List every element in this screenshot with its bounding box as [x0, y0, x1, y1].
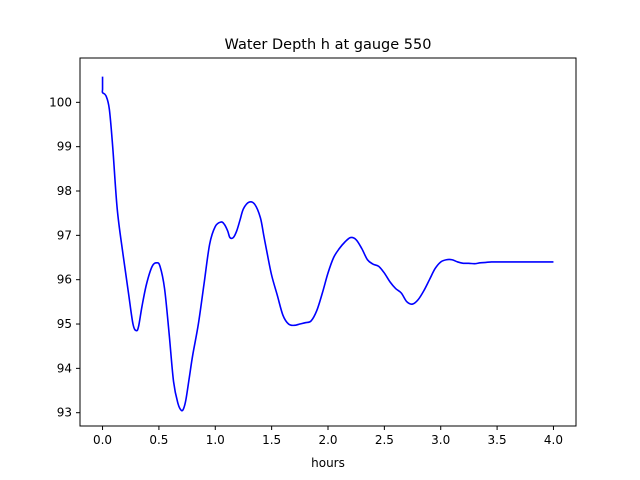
y-tick-label: 100: [49, 95, 72, 109]
x-tick-label: 1.5: [262, 433, 281, 447]
chart-title: Water Depth h at gauge 550: [225, 37, 432, 53]
y-axis: 93 94 95 96 97 98 99 100: [49, 95, 80, 420]
y-tick-label: 97: [57, 228, 72, 242]
plot-frame: [79, 57, 577, 427]
x-axis-label: hours: [311, 456, 345, 470]
x-tick-label: 2.5: [375, 433, 394, 447]
x-tick-label: 3.5: [488, 433, 507, 447]
series-line-0: [101, 76, 554, 412]
y-tick-label: 96: [57, 273, 72, 287]
x-tick-label: 0.0: [93, 433, 112, 447]
x-tick-label: 2.0: [318, 433, 337, 447]
x-tick-label: 1.0: [206, 433, 225, 447]
x-tick-label: 0.5: [149, 433, 168, 447]
x-tick-label: 3.0: [431, 433, 450, 447]
y-tick-label: 94: [57, 361, 72, 375]
series-layer: [101, 76, 554, 412]
y-tick-label: 99: [57, 140, 72, 154]
y-tick-label: 95: [57, 317, 72, 331]
x-tick-label: 4.0: [544, 433, 563, 447]
y-tick-label: 98: [57, 184, 72, 198]
x-axis: 0.0 0.5 1.0 1.5 2.0 2.5 3.0 3.5 4.0: [93, 426, 563, 447]
y-tick-label: 93: [57, 406, 72, 420]
